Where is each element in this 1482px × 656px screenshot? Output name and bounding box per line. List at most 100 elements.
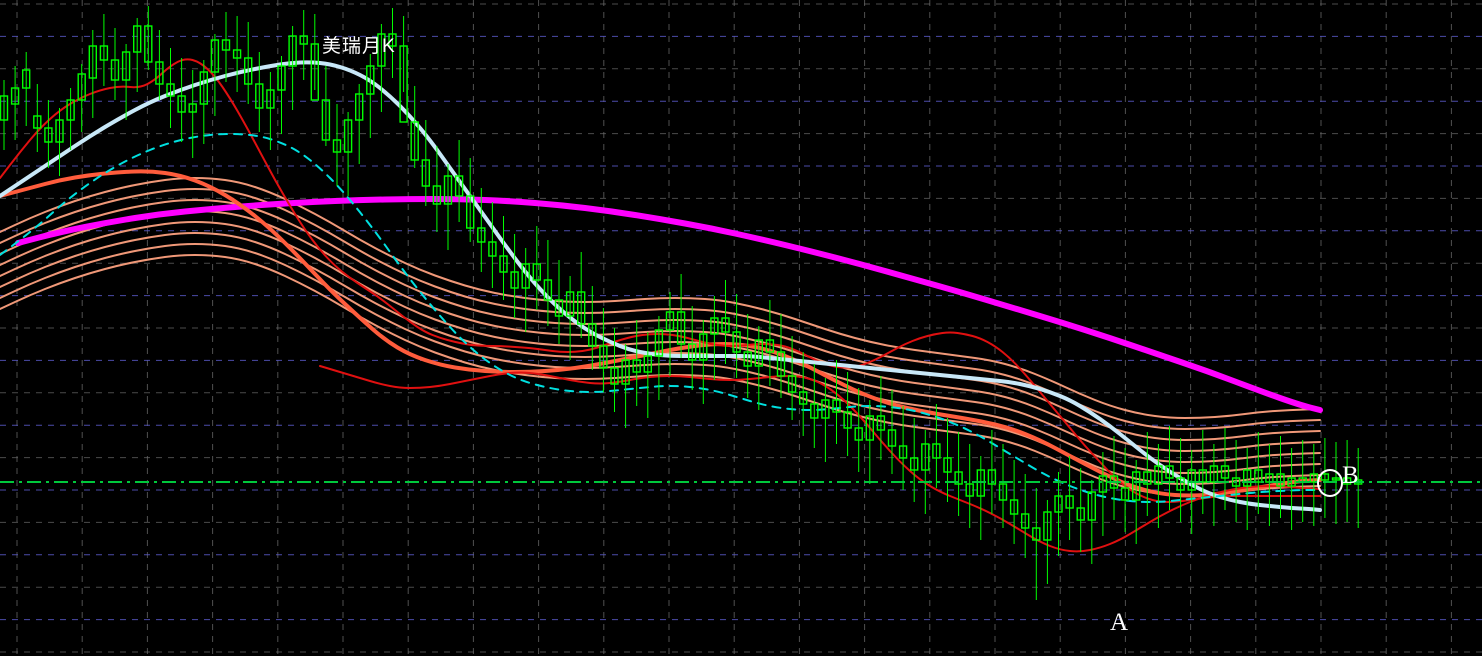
highlight-circle-marker[interactable] [1317, 469, 1343, 497]
ma-line-ma-red-thin-upper [0, 58, 1321, 503]
candle-body [366, 65, 375, 95]
candle-body [1043, 511, 1052, 541]
candle-body [388, 33, 397, 47]
candle-body [355, 93, 364, 121]
candlestick [965, 444, 974, 528]
candle-body [1098, 475, 1108, 493]
candlestick [499, 216, 508, 300]
candlestick [1098, 452, 1108, 536]
candle-body [1198, 469, 1208, 483]
candle-body [1021, 513, 1030, 529]
candlestick [221, 12, 231, 82]
candlestick [1276, 436, 1285, 518]
candle-body [954, 471, 963, 485]
candle-body [1009, 499, 1019, 515]
candlestick [1120, 448, 1130, 532]
candle-body [532, 263, 541, 281]
ma-line-bundle [0, 254, 1321, 496]
candlestick [144, 6, 153, 70]
candle-body [943, 457, 952, 473]
candle-body [332, 139, 342, 153]
candlestick [33, 84, 42, 152]
candlestick [1254, 432, 1263, 514]
candle-body [987, 469, 997, 485]
candlestick [77, 64, 86, 132]
candle-body [932, 443, 941, 459]
candle-body [121, 51, 131, 81]
candlestick [421, 120, 430, 206]
candle-body [44, 127, 53, 143]
candlestick [454, 140, 464, 222]
ma-line-bundle [0, 210, 1321, 452]
candlestick-layer [0, 6, 1363, 600]
candle-body [765, 339, 775, 353]
candlestick [577, 252, 586, 338]
ma-line-bundle [0, 199, 1321, 441]
candle-body [343, 119, 353, 153]
candle-body [99, 45, 109, 61]
candle-body [33, 115, 42, 129]
ma-line-bundle [0, 177, 1321, 419]
candlestick [1131, 460, 1141, 544]
candle-body [321, 99, 331, 141]
candle-body [998, 483, 1008, 501]
candlestick [66, 88, 75, 150]
candlestick [910, 418, 919, 502]
candlestick [654, 316, 664, 400]
candle-body [843, 411, 852, 429]
ma-line-bundle [0, 243, 1321, 485]
candlestick [1209, 444, 1219, 526]
candle-body [1276, 473, 1285, 487]
candlestick [543, 240, 553, 326]
candle-body [1065, 495, 1074, 509]
ma-line-ma-red-thin-lower [319, 365, 1321, 553]
candle-body [754, 339, 763, 367]
candle-body [432, 185, 442, 205]
candle-body [821, 399, 830, 419]
candle-body [477, 227, 486, 243]
candlestick [477, 188, 486, 272]
candle-body [721, 317, 730, 333]
marker-label-a: A [1110, 609, 1129, 636]
candlestick [865, 400, 874, 484]
candle-body [377, 33, 386, 67]
candlestick [166, 48, 175, 128]
candlestick [943, 418, 952, 502]
candlestick [898, 406, 908, 490]
candle-body [310, 43, 319, 101]
candlestick [743, 314, 752, 398]
candle-body [743, 351, 752, 367]
candlestick [410, 86, 419, 168]
candlestick [1076, 468, 1085, 552]
candlestick [266, 72, 275, 150]
candle-body [132, 25, 142, 53]
candle-body [810, 403, 819, 419]
candle-body [665, 311, 675, 331]
candlestick [332, 104, 342, 186]
candlestick [588, 286, 597, 370]
candlestick [787, 336, 797, 420]
candlestick [0, 80, 9, 150]
candlestick [355, 84, 364, 164]
candlestick [565, 276, 575, 360]
candle-body [488, 241, 497, 257]
candle-body [599, 345, 608, 369]
candle-body [110, 59, 120, 81]
candlestick [732, 294, 741, 378]
candle-body [577, 291, 586, 325]
candlestick [721, 280, 730, 364]
candlestick [665, 292, 675, 376]
candlestick [832, 360, 841, 444]
candle-body [510, 271, 519, 289]
candle-body [299, 35, 308, 45]
candlestick [1320, 438, 1330, 518]
candlestick [821, 378, 830, 462]
candlestick [688, 306, 697, 390]
candle-body [1331, 477, 1341, 481]
candle-body [565, 291, 575, 317]
candlestick [99, 14, 109, 86]
candlestick [443, 164, 453, 250]
candlestick [22, 52, 31, 126]
